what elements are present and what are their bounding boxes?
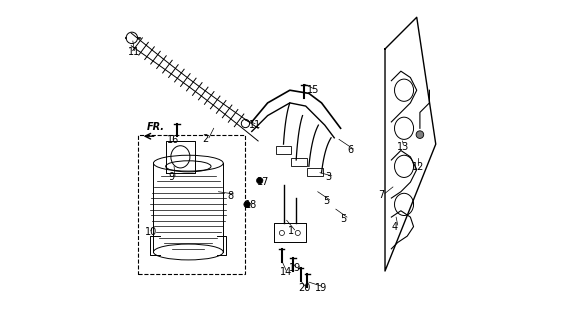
Text: 11: 11 (128, 47, 140, 57)
Circle shape (244, 201, 250, 208)
Bar (291, 158, 307, 166)
Circle shape (416, 131, 424, 139)
Circle shape (256, 178, 263, 184)
Text: 12: 12 (412, 162, 424, 172)
Text: 18: 18 (245, 200, 257, 210)
Text: 5: 5 (323, 196, 329, 206)
Text: 19: 19 (315, 283, 327, 292)
Text: 17: 17 (256, 177, 269, 187)
Text: 10: 10 (145, 227, 157, 237)
Text: 9: 9 (168, 172, 175, 182)
Text: 16: 16 (167, 135, 179, 145)
Text: 19: 19 (289, 263, 302, 274)
Text: 20: 20 (299, 283, 311, 292)
Text: 3: 3 (325, 172, 332, 182)
Text: 14: 14 (280, 267, 292, 277)
Text: 8: 8 (227, 190, 233, 201)
Bar (307, 168, 323, 176)
Bar (276, 146, 291, 154)
Text: 11: 11 (248, 120, 261, 130)
Text: 6: 6 (347, 146, 353, 156)
Text: 7: 7 (379, 190, 385, 200)
Text: 15: 15 (307, 85, 320, 95)
Text: FR.: FR. (147, 122, 165, 132)
Text: 1: 1 (288, 226, 294, 236)
Text: 13: 13 (397, 142, 409, 152)
Text: 4: 4 (391, 222, 397, 232)
Bar (138, 135, 246, 274)
Text: 2: 2 (202, 134, 209, 144)
Text: 5: 5 (341, 214, 347, 224)
